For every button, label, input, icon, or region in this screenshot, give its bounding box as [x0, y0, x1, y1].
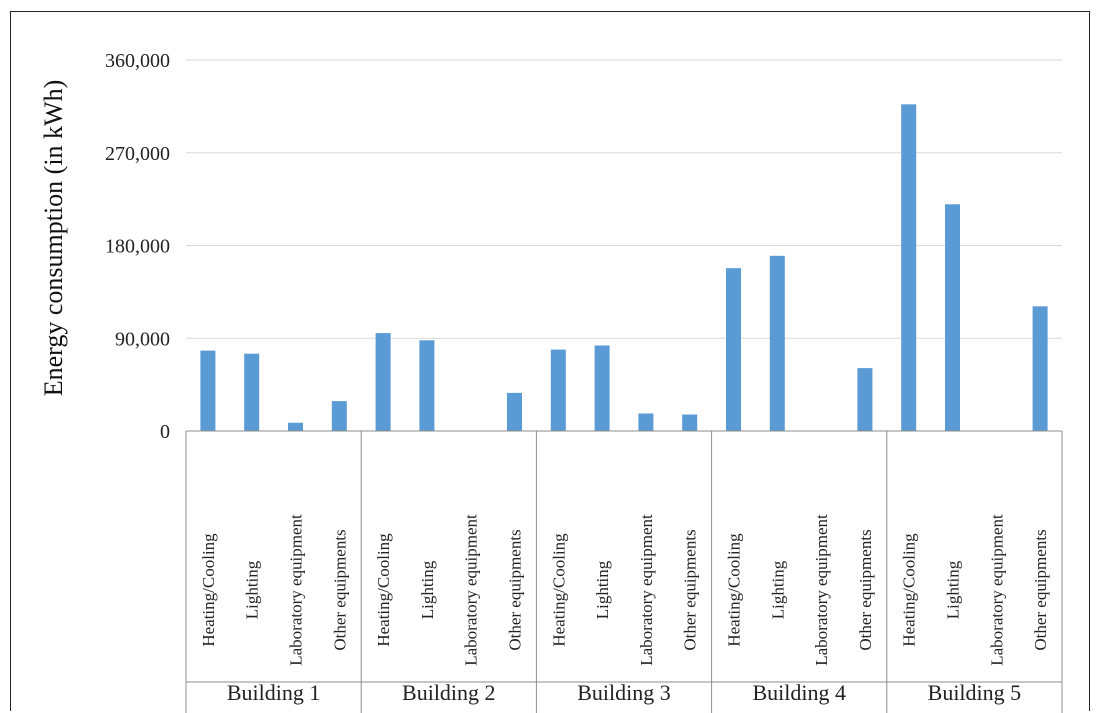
bar: [901, 104, 917, 431]
category-label: Other equipments: [330, 529, 349, 650]
bar: [331, 401, 347, 431]
y-tick-label: 270,000: [105, 143, 170, 165]
y-tick-label: 180,000: [105, 236, 170, 258]
category-label: Lighting: [243, 560, 262, 619]
category-label: Heating/Cooling: [374, 533, 393, 647]
bar: [375, 333, 391, 431]
y-axis-title: Energy consumption (in kWh): [39, 80, 68, 397]
bar: [682, 414, 698, 431]
category-label: Other equipments: [1031, 529, 1050, 650]
category-label: Laboratory equipment: [637, 514, 656, 666]
group-label: Building 4: [752, 680, 846, 705]
category-label: Laboratory equipment: [812, 514, 831, 666]
bars: [200, 104, 1048, 431]
chart-frame: [10, 11, 1090, 711]
group-label: Building 2: [402, 680, 496, 705]
y-tick-label: 90,000: [115, 328, 170, 350]
bar: [726, 268, 741, 431]
bar: [288, 422, 303, 431]
group-label: Building 3: [577, 680, 671, 705]
bar: [1032, 306, 1048, 431]
category-label: Heating/Cooling: [199, 533, 218, 647]
gridlines: [186, 59, 1062, 339]
bar: [594, 345, 610, 431]
category-label: Heating/Cooling: [725, 533, 744, 647]
category-label: Lighting: [593, 560, 612, 619]
category-label: Heating/Cooling: [549, 533, 568, 647]
category-label: Lighting: [418, 560, 437, 619]
bar: [857, 368, 873, 431]
bar: [200, 350, 216, 431]
y-tick-label: 360,000: [105, 50, 170, 72]
category-label: Other equipments: [681, 529, 700, 650]
category-label: Laboratory equipment: [462, 514, 481, 666]
bar: [419, 340, 435, 431]
group-label: Building 1: [227, 680, 321, 705]
bar: [769, 255, 785, 431]
y-tick-label: 0: [160, 421, 170, 443]
bar: [945, 204, 960, 431]
x-axis: Heating/Cooling Lighting Laboratory equipm…: [185, 430, 1063, 713]
bar: [244, 353, 260, 431]
bar: [550, 349, 566, 431]
category-label: Other equipments: [506, 529, 525, 650]
category-label: Laboratory equipment: [987, 514, 1006, 666]
category-label: Laboratory equipment: [287, 514, 306, 666]
category-label: Lighting: [944, 560, 963, 619]
category-label: Heating/Cooling: [900, 533, 919, 647]
bar: [507, 392, 522, 431]
y-axis-ticks: 0 90,000 180,000 270,000 360,000: [105, 50, 170, 443]
category-label: Lighting: [768, 560, 787, 619]
bar: [638, 413, 654, 431]
group-label: Building 5: [928, 680, 1022, 705]
category-label: Other equipments: [856, 529, 875, 650]
